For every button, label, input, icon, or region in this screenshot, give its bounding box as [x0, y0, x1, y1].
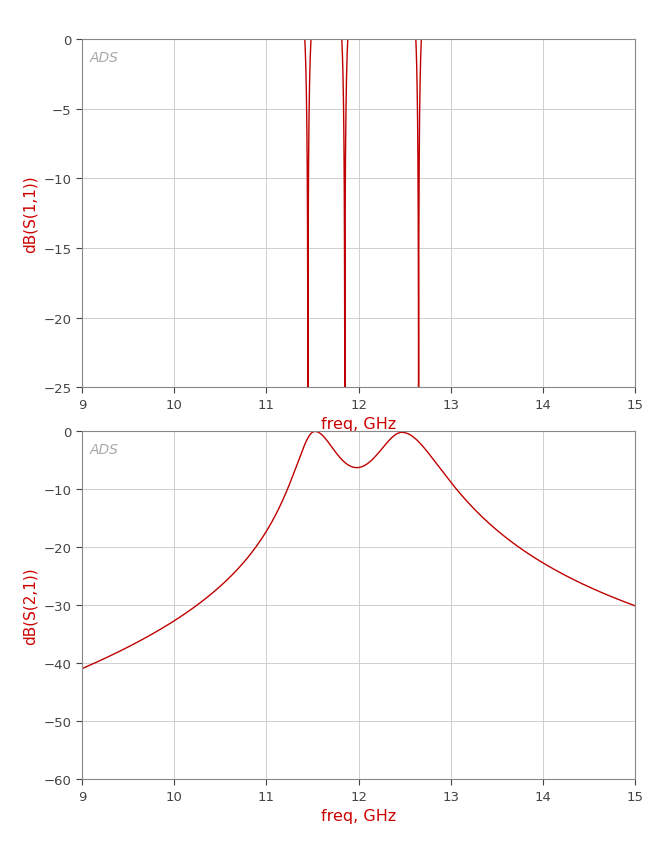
Text: ADS: ADS: [90, 442, 119, 457]
Y-axis label: dB(S(2,1)): dB(S(2,1)): [23, 567, 38, 645]
Y-axis label: dB(S(1,1)): dB(S(1,1)): [23, 175, 38, 253]
Text: ADS: ADS: [90, 50, 119, 65]
X-axis label: freq, GHz: freq, GHz: [321, 417, 396, 432]
X-axis label: freq, GHz: freq, GHz: [321, 809, 396, 824]
